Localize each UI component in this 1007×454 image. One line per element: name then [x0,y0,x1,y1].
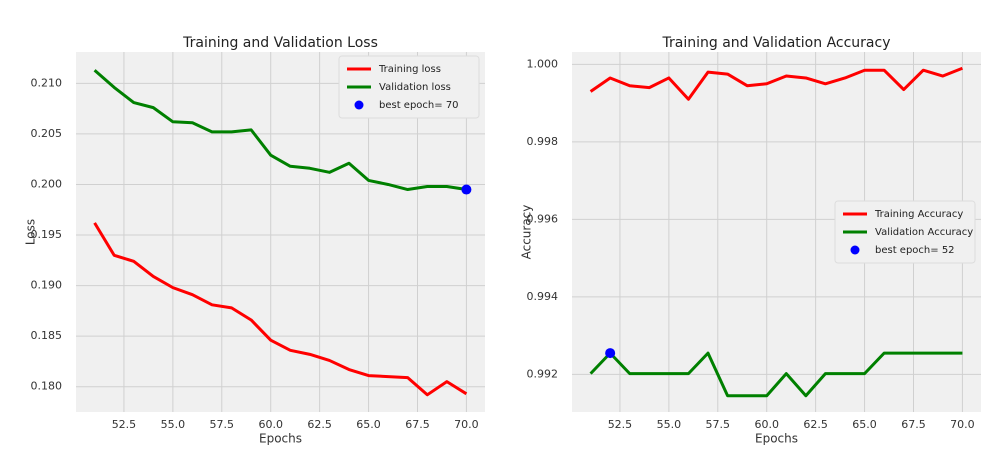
x-tick-label: 55.0 [161,418,186,431]
best-epoch-point [461,184,472,195]
y-tick-label: 0.190 [31,279,63,292]
x-axis-label: Epochs [259,432,302,446]
y-tick-label: 0.200 [31,177,63,190]
legend-label: best epoch= 70 [379,100,459,111]
legend-box [834,200,976,264]
legend-label: Training loss [378,64,441,75]
legend: Training Accuracy Validation Accuracy best… [834,200,976,264]
x-tick-label: 70.0 [950,418,975,431]
y-tick-label: 0.998 [527,135,559,148]
series-line [589,66,963,101]
x-tick-label: 60.0 [754,418,779,431]
series-line [93,222,468,397]
legend-label: Validation loss [379,82,451,93]
chart-title: Training and Validation Accuracy [662,35,891,51]
y-axis-label: Accuracy [520,205,534,260]
y-tick-label: 0.180 [31,380,63,393]
legend-marker [850,245,860,255]
x-tick-label: 57.5 [210,418,235,431]
legend-box [338,55,480,119]
x-tick-label: 65.0 [852,418,877,431]
series-line [93,69,467,192]
legend: Training loss Validation loss best epoch= … [338,55,480,119]
y-tick-label: 0.195 [31,228,63,241]
x-tick-label: 57.5 [706,418,731,431]
x-tick-label: 65.0 [356,418,381,431]
x-tick-label: 67.5 [405,418,430,431]
chart: 0.992 0.994 0.996 0.998 1.000 52.5 55.0 57.5 60.… [520,35,981,446]
y-tick-label: 0.996 [527,212,559,225]
best-epoch-point [605,348,616,359]
x-tick-label: 62.5 [307,418,332,431]
x-tick-label: 55.0 [657,418,682,431]
x-tick-label: 52.5 [608,418,633,431]
y-tick-label: 0.185 [31,329,63,342]
y-axis-label: Loss [24,219,38,245]
legend-label: Validation Accuracy [875,227,973,238]
x-tick-label: 67.5 [901,418,926,431]
y-tick-label: 0.210 [31,76,63,89]
legend-label: Training Accuracy [874,209,963,220]
x-tick-label: 52.5 [112,418,137,431]
legend-label: best epoch= 52 [875,245,955,256]
y-tick-label: 0.205 [31,127,63,140]
chart-title: Training and Validation Loss [182,35,378,51]
x-tick-label: 60.0 [258,418,283,431]
y-tick-label: 0.992 [527,367,559,380]
x-axis-label: Epochs [755,432,798,446]
y-tick-label: 1.000 [527,57,559,70]
x-tick-label: 70.0 [454,418,479,431]
y-tick-label: 0.994 [527,290,559,303]
series-line [589,351,963,398]
legend-marker [354,100,364,110]
chart: 0.180 0.185 0.190 0.195 0.200 0.205 0.210 52.5 5… [24,35,485,446]
x-tick-label: 62.5 [803,418,828,431]
